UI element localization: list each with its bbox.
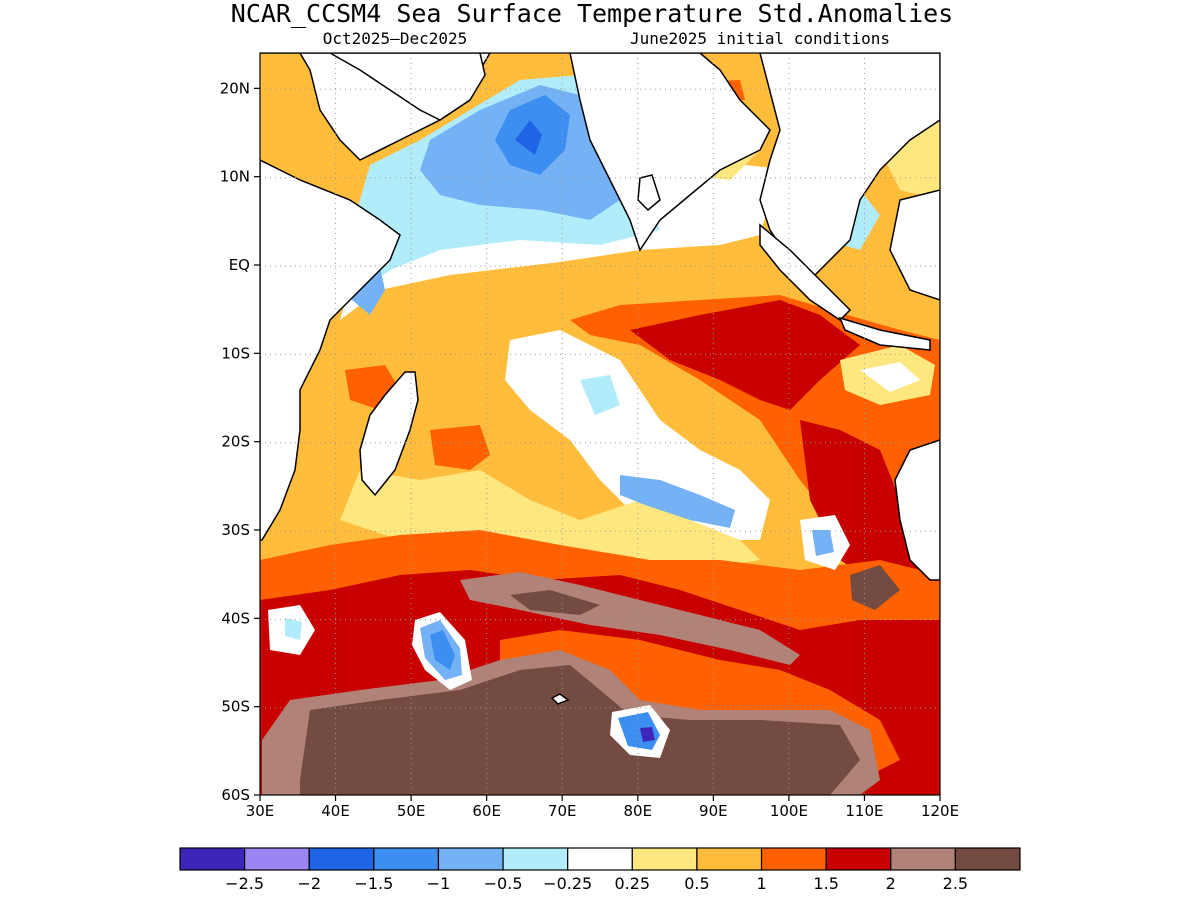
colorbar-label: 0.25 xyxy=(614,874,650,893)
sumatra xyxy=(759,223,852,321)
colorbar-swatch xyxy=(373,847,440,871)
lat-axis: 20N 10N EQ 10S 20S 30S 40S 50S 60S xyxy=(220,79,260,804)
southeast-asia xyxy=(759,53,940,282)
colorbar-swatch xyxy=(308,847,375,871)
lat-tick-label: 20N xyxy=(220,79,250,97)
lon-tick-label: 70E xyxy=(548,802,577,820)
lat-tick-label: 20S xyxy=(221,433,250,451)
colorbar-label: −0.5 xyxy=(484,874,523,893)
kerguelen-island xyxy=(550,693,570,705)
lat-tick-label: 10S xyxy=(221,344,250,362)
contour-east-australia-white xyxy=(860,362,920,392)
sri-lanka xyxy=(637,174,661,212)
lon-tick-label: 120E xyxy=(921,802,959,820)
lat-tick-label: 50S xyxy=(221,698,250,716)
subtitle-season: Oct2025–Dec2025 xyxy=(323,29,468,48)
colorbar-swatch xyxy=(825,847,892,871)
colorbar-label: −0.25 xyxy=(543,874,592,893)
colorbar-label: 0.5 xyxy=(684,874,709,893)
lon-tick-label: 80E xyxy=(623,802,652,820)
subtitle-initial-conditions: June2025 initial conditions xyxy=(630,29,890,48)
lon-tick-label: 60E xyxy=(472,802,501,820)
contour-negative-central-c xyxy=(580,375,620,415)
colorbar-swatch xyxy=(631,847,698,871)
contour-plus-three-band xyxy=(510,590,600,615)
land xyxy=(260,53,940,705)
colorbar-swatch xyxy=(954,847,1021,871)
map-plot xyxy=(260,53,940,795)
colorbar-label: 1 xyxy=(756,874,766,893)
graticule xyxy=(260,53,940,795)
colorbar-swatch xyxy=(179,847,246,871)
colorbar-swatch xyxy=(890,847,956,871)
lon-axis: 30E 40E 50E 60E 70E 80E 90E 100E 110E 120E xyxy=(246,795,959,820)
contour-plus-two-east xyxy=(630,300,860,410)
lon-tick-label: 40E xyxy=(321,802,350,820)
colorbar-label: 1.5 xyxy=(813,874,838,893)
lat-tick-label: EQ xyxy=(229,256,250,274)
lat-tick-label: 60S xyxy=(221,786,250,804)
colorbar-swatch xyxy=(567,847,633,871)
contour-negative-sw-b xyxy=(285,618,302,640)
colorbar-label: −1 xyxy=(427,874,451,893)
contour-near-zero-central xyxy=(505,330,770,540)
lon-tick-label: 110E xyxy=(845,802,883,820)
arabian-peninsula xyxy=(328,53,486,121)
madagascar xyxy=(359,371,419,497)
colorbar-swatch xyxy=(502,847,569,871)
contour-negative-30s-b xyxy=(812,530,834,556)
map-title: NCAR_CCSM4 Sea Surface Temperature Std.A… xyxy=(231,0,953,28)
colorbar-swatch xyxy=(696,847,763,871)
java xyxy=(838,316,931,351)
contour-negative-south-2c xyxy=(640,727,655,742)
colorbar-swatch xyxy=(437,847,504,871)
lon-tick-label: 50E xyxy=(397,802,426,820)
colorbar-label: 2 xyxy=(886,874,896,893)
africa-east-coast xyxy=(260,159,401,541)
contour-negative-central-b xyxy=(620,475,735,528)
contour-plus-three-south xyxy=(300,665,860,795)
lon-tick-label: 100E xyxy=(770,802,808,820)
australia-west xyxy=(894,439,940,581)
contour-plus-one-central-south xyxy=(430,425,490,470)
lat-tick-label: 10N xyxy=(220,168,250,186)
borneo xyxy=(889,189,940,301)
colorbar: −2.5 −2 −1.5 −1 −0.5 −0.25 0.25 0.5 1 1.5 2 2.5 xyxy=(179,847,1021,893)
contour-minus-onehalf-arabian xyxy=(515,120,542,155)
colorbar-swatch xyxy=(244,847,310,871)
lon-tick-label: 30E xyxy=(246,802,275,820)
contour-plus-two-west-australia xyxy=(800,420,940,600)
colorbar-label: 2.5 xyxy=(943,874,968,893)
colorbar-label: −2 xyxy=(297,874,321,893)
map-frame xyxy=(259,52,941,796)
colorbar-label: −1.5 xyxy=(354,874,393,893)
colorbar-swatch xyxy=(760,847,827,871)
lat-tick-label: 40S xyxy=(221,609,250,627)
contour-negative-south-1c xyxy=(430,630,455,670)
contour-pale-yellow-mid xyxy=(340,470,760,570)
lon-tick-label: 90E xyxy=(699,802,728,820)
contour-plus-three-sw-corner xyxy=(850,565,900,610)
colorbar-label: −2.5 xyxy=(225,874,264,893)
lat-tick-label: 30S xyxy=(221,521,250,539)
india-subcontinent xyxy=(569,53,771,252)
